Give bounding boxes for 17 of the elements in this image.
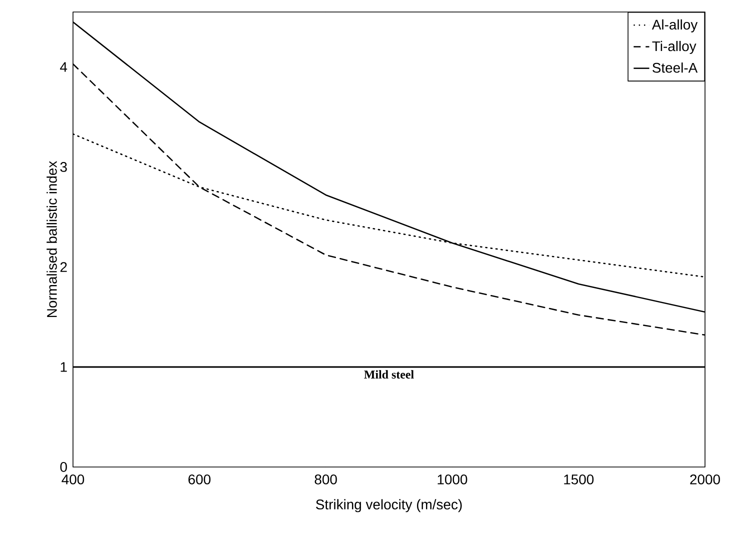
x-tick-label: 400 xyxy=(62,474,84,484)
legend-label: Al-alloy xyxy=(652,19,698,32)
y-tick-label: 3 xyxy=(60,162,67,172)
y-tick-label: 2 xyxy=(60,262,67,272)
y-axis-title: Normalised ballistic index xyxy=(46,161,57,318)
x-tick-label: 600 xyxy=(188,474,210,484)
x-tick-label: 800 xyxy=(314,474,337,484)
legend-label: Steel-A xyxy=(652,62,698,73)
legend-label: Ti-alloy xyxy=(652,40,696,54)
y-tick-label: 0 xyxy=(60,462,67,472)
x-tick-label: 2000 xyxy=(690,474,720,484)
x-axis-title: Striking velocity (m/sec) xyxy=(316,499,462,512)
x-tick-label: 1500 xyxy=(564,474,594,484)
x-tick-label: 1000 xyxy=(438,474,468,484)
ref-line-label: Mild steel xyxy=(364,370,414,379)
y-tick-label: 1 xyxy=(60,362,67,372)
y-tick-label: 4 xyxy=(60,62,68,72)
